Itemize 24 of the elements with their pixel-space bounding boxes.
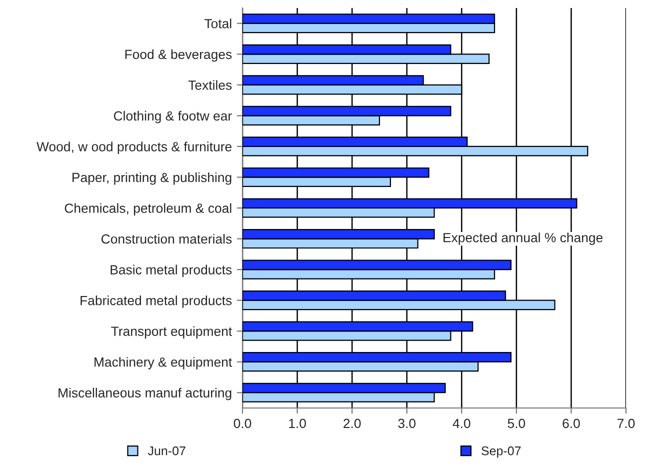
y-tick-label: Construction materials (102, 234, 232, 244)
y-tick-label: Wood, w ood products & furniture (36, 142, 232, 154)
y-tick-label: Fabricated metal products (80, 296, 232, 308)
y-tick-label: Food & beverages (125, 49, 232, 62)
annotation: Expected annual % change (444, 232, 603, 245)
y-tick-label: Miscellaneous manuf acturing (58, 388, 232, 400)
y-tick-label: Textiles (188, 80, 232, 90)
y-tick-label: Transport equipment (111, 326, 232, 339)
y-tick-label: Total (204, 18, 232, 28)
y-tick-label: Clothing & footw ear (114, 110, 232, 124)
legend-label: Sep-07 (482, 446, 521, 458)
x-tick-label: 6.0 (562, 418, 580, 428)
x-tick-label: 0.0 (234, 418, 252, 428)
x-tick-label: 4.0 (452, 418, 470, 428)
x-tick-label: 2.0 (344, 418, 361, 428)
legend-label: Jun-07 (148, 446, 186, 456)
y-tick-label: Basic metal products (110, 264, 232, 278)
x-tick-label: 1.0 (289, 418, 306, 428)
x-tick-label: 5.0 (508, 418, 526, 428)
y-tick-label: Machinery & equipment (94, 357, 232, 370)
x-tick-label: 3.0 (398, 418, 416, 428)
y-tick-label: Chemicals, petroleum & coal (64, 203, 232, 216)
x-tick-label: 7.0 (618, 418, 635, 428)
y-tick-label: Paper, printing & publishing (72, 172, 232, 185)
